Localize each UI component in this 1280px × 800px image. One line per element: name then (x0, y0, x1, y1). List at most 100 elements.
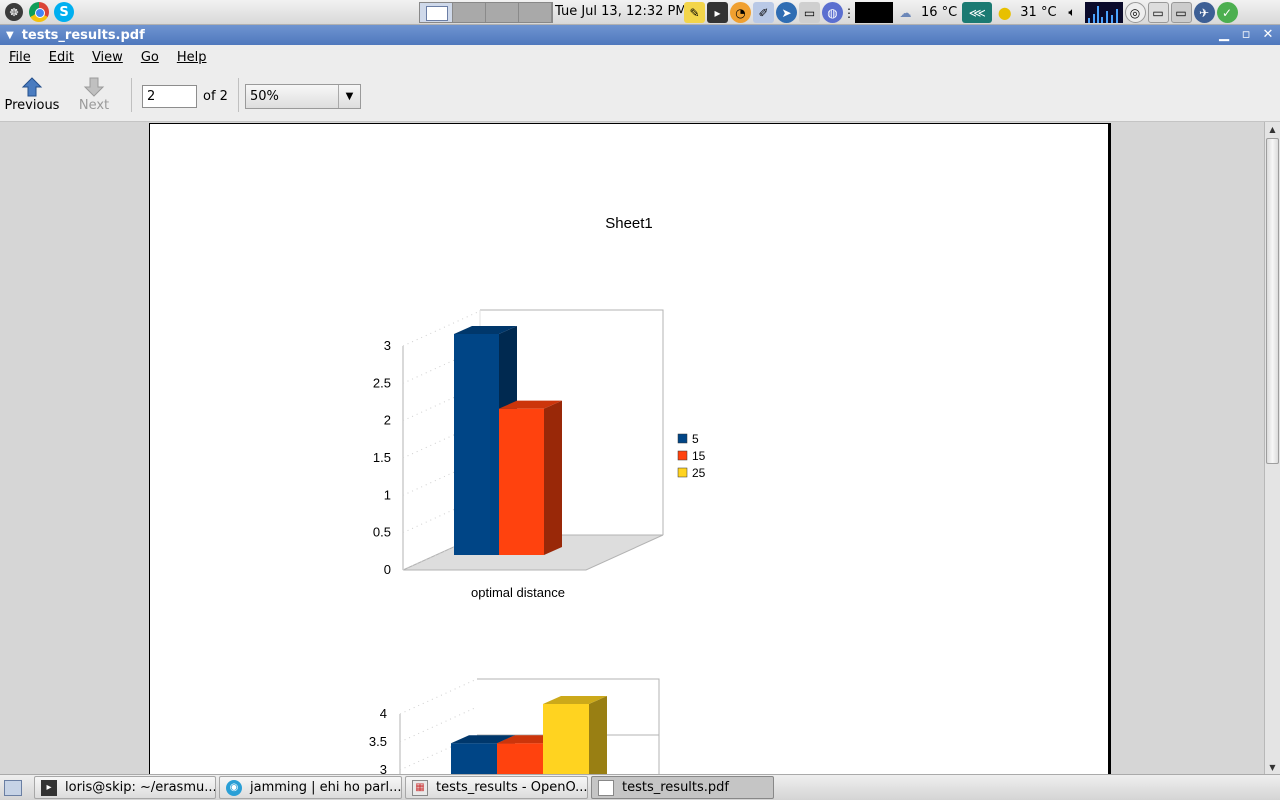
notes-icon[interactable]: ✎ (684, 2, 705, 23)
legend-label: 25 (692, 466, 706, 480)
toolbar-separator (131, 78, 132, 112)
legend-swatch (677, 433, 688, 444)
pdf-icon (598, 779, 614, 796)
panel-clock[interactable]: Tue Jul 13, 12:32 PM (555, 4, 687, 19)
drive2-icon[interactable]: ▭ (1170, 2, 1192, 23)
network-icon[interactable]: ◍ (822, 2, 843, 23)
blank-applet (855, 2, 893, 23)
workspace-2[interactable] (453, 3, 486, 22)
chart-1-legend: 5 15 25 (677, 432, 706, 480)
task-spreadsheet[interactable]: ▦ tests_results - OpenO... (405, 776, 588, 799)
minimize-icon[interactable]: ▁ (1219, 27, 1229, 42)
system-tray: ✎ ▸ ◔ ✐ ➤ ▭ ◍ ⋮ ☁ 16 °C ⋘ ● 31 °C 🔈︎ ◎ ▭… (684, 1, 1238, 24)
legend-swatch (677, 467, 688, 478)
chart-title: Sheet1 (605, 215, 653, 232)
workspace-4[interactable] (519, 3, 552, 22)
task-terminal[interactable]: ▸ loris@skip: ~/erasmu... (34, 776, 216, 799)
terminal-icon: ▸ (41, 779, 57, 796)
gridline (399, 706, 478, 743)
editor-icon[interactable]: ✐ (753, 2, 774, 23)
spreadsheet-icon: ▦ (412, 779, 428, 796)
ytick-label: 2 (384, 413, 391, 428)
chrome-icon (29, 2, 49, 22)
volume-icon[interactable]: 🔈︎ (1068, 5, 1076, 19)
chrome-launcher[interactable] (28, 1, 50, 23)
disk-icon[interactable]: ◎ (1124, 2, 1146, 23)
legend-label: 15 (692, 449, 706, 463)
show-desktop-button[interactable] (0, 776, 26, 800)
previous-button[interactable]: Previous (2, 76, 62, 118)
bar-series-15 (499, 400, 562, 555)
task-label: jamming | ehi ho parl... (250, 780, 402, 795)
vertical-scrollbar[interactable]: ▲ ▼ (1264, 122, 1280, 774)
menu-file[interactable]: File (9, 50, 31, 65)
page-number-input[interactable] (142, 85, 197, 108)
close-icon[interactable]: ✕ (1262, 27, 1274, 42)
scrollbar-thumb[interactable] (1266, 138, 1279, 464)
drive-icon[interactable]: ▭ (1147, 2, 1169, 23)
menu-edit[interactable]: Edit (48, 50, 74, 65)
arrow-down-icon (83, 77, 105, 97)
weather-temp-1[interactable]: 16 °C (921, 5, 958, 20)
fish-icon[interactable]: ⋘ (962, 2, 993, 23)
chart-2-yticks: 43.53 (369, 706, 387, 774)
next-label: Next (78, 98, 110, 113)
ytick-label: 3.5 (369, 734, 387, 749)
zoom-select[interactable]: 50% ▼ (245, 84, 361, 109)
browser-icon: ◉ (226, 779, 242, 796)
ytick-label: 3 (384, 338, 391, 353)
maximize-icon[interactable]: ▫ (1241, 27, 1251, 42)
window-title: tests_results.pdf (21, 27, 145, 43)
window-titlebar[interactable]: ▼ tests_results.pdf ▁ ▫ ✕ (0, 25, 1280, 45)
bar-series-25 (543, 696, 607, 774)
terminal-icon[interactable]: ▸ (707, 2, 728, 23)
task-pdf[interactable]: tests_results.pdf (591, 776, 774, 799)
cloud-icon: ☁ (899, 5, 912, 20)
ytick-label: 1 (384, 487, 391, 502)
toolbar: Previous Next (0, 70, 1280, 122)
document-view[interactable]: Sheet1 3 2.5 2 1.5 1 0.5 0 optimal distance 5 1… (0, 122, 1264, 774)
skype-icon: S (54, 2, 74, 22)
weather-temp-2[interactable]: 31 °C (1020, 5, 1057, 20)
sun-icon: ● (997, 3, 1012, 22)
task-label: tests_results.pdf (622, 780, 730, 795)
chevron-down-icon[interactable]: ▼ (338, 85, 360, 108)
monitor-icon[interactable]: ▭ (799, 2, 820, 23)
task-browser[interactable]: ◉ jamming | ehi ho parl... (219, 776, 402, 799)
page-count-label: of 2 (203, 89, 228, 104)
arrow-up-icon (21, 77, 43, 97)
scroll-down-icon[interactable]: ▼ (1269, 762, 1276, 772)
workspace-3[interactable] (486, 3, 519, 22)
ytick-label: 0.5 (373, 525, 391, 540)
skype-launcher[interactable]: S (53, 1, 75, 23)
gnome-menu-launcher[interactable]: ☸ (3, 1, 25, 23)
ytick-label: 4 (380, 706, 387, 721)
browser-icon[interactable]: ➤ (776, 2, 797, 23)
workspace-switcher (419, 2, 553, 23)
taskbar: ▸ loris@skip: ~/erasmu... ◉ jamming | eh… (0, 774, 1280, 800)
window-menu-icon[interactable]: ▼ (6, 29, 14, 41)
chart-1: 3 2.5 2 1.5 1 0.5 0 optimal distance 5 15 25 (373, 309, 706, 600)
task-label: loris@skip: ~/erasmu... (65, 780, 216, 795)
menu-go[interactable]: Go (140, 50, 159, 65)
scroll-up-icon[interactable]: ▲ (1269, 124, 1276, 134)
chat-icon[interactable]: ✓ (1216, 2, 1238, 23)
chart-1-bars (454, 326, 562, 555)
thunderbird-icon[interactable]: ✈ (1193, 2, 1215, 23)
ytick-label: 3 (380, 762, 387, 774)
menu-help[interactable]: Help (176, 50, 207, 65)
gridline (399, 678, 478, 715)
menu-view[interactable]: View (91, 50, 123, 65)
gridline (402, 310, 481, 347)
clock-icon[interactable]: ◔ (730, 2, 751, 23)
gnome-foot-icon: ☸ (5, 3, 23, 21)
desktop-icon (4, 779, 22, 796)
ytick-label: 0 (384, 562, 391, 577)
toolbar-separator (238, 78, 239, 112)
chart-1-category-label: optimal distance (471, 585, 565, 600)
next-button[interactable]: Next (64, 76, 124, 118)
zoom-value: 50% (250, 89, 279, 104)
ytick-label: 1.5 (373, 450, 391, 465)
workspace-1[interactable] (420, 3, 453, 22)
menubar: File Edit View Go Help (0, 45, 1280, 70)
